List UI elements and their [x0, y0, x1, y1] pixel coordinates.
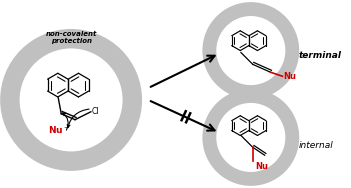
Text: terminal: terminal: [298, 51, 341, 60]
Text: Nu: Nu: [283, 72, 296, 81]
Circle shape: [214, 14, 287, 87]
Text: internal: internal: [298, 141, 333, 150]
Text: Nu$^-$: Nu$^-$: [48, 124, 70, 135]
Text: Nu: Nu: [255, 162, 268, 171]
Circle shape: [17, 46, 125, 154]
Text: Cl: Cl: [92, 107, 99, 116]
FancyArrowPatch shape: [67, 109, 89, 128]
Circle shape: [214, 101, 287, 174]
Text: non-covalent
protection: non-covalent protection: [45, 31, 97, 44]
FancyArrowPatch shape: [62, 113, 68, 130]
